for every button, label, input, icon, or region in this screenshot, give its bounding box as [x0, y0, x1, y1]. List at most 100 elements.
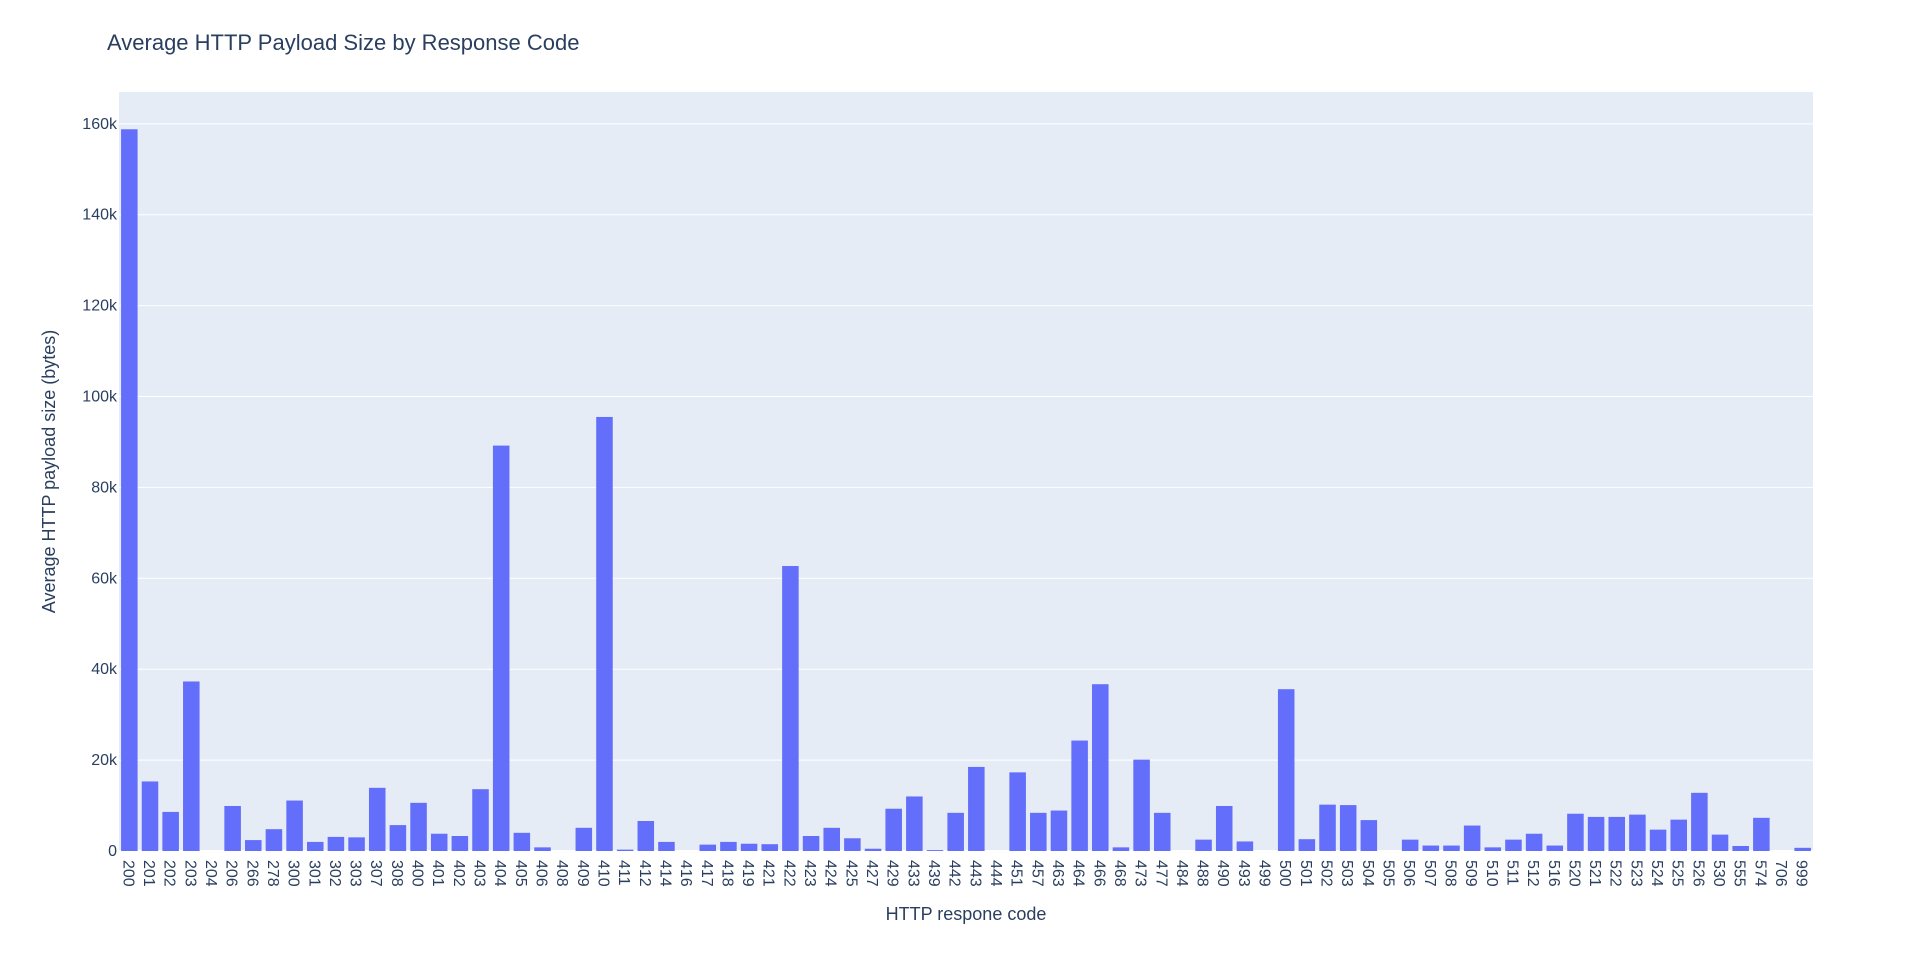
bar-421[interactable]	[761, 844, 779, 851]
bar-200[interactable]	[121, 129, 138, 852]
bar-524[interactable]	[1649, 829, 1667, 851]
bar-307[interactable]	[368, 787, 386, 851]
bar-493[interactable]	[1236, 841, 1254, 851]
bar-510[interactable]	[1484, 847, 1502, 851]
x-tick-label: 201	[140, 860, 157, 887]
bar-464[interactable]	[1071, 740, 1088, 851]
bar-429[interactable]	[885, 808, 902, 851]
x-tick-label: 477	[1152, 860, 1169, 887]
bar-473[interactable]	[1133, 759, 1150, 851]
bar-463[interactable]	[1050, 810, 1068, 851]
x-tick-label: 502	[1318, 860, 1335, 887]
bar-427[interactable]	[864, 848, 882, 851]
x-tick-label: 300	[285, 860, 302, 887]
bar-433[interactable]	[906, 796, 923, 851]
x-tick-label: 524	[1648, 860, 1665, 887]
bar-266[interactable]	[245, 840, 262, 851]
bar-425[interactable]	[844, 838, 861, 851]
bar-511[interactable]	[1505, 839, 1522, 851]
bar-422[interactable]	[782, 566, 799, 851]
bar-574[interactable]	[1753, 817, 1770, 851]
bar-490[interactable]	[1215, 806, 1233, 851]
bar-405[interactable]	[513, 832, 531, 851]
x-axis-label: HTTP respone code	[886, 904, 1047, 924]
bar-439[interactable]	[926, 850, 944, 851]
bar-999[interactable]	[1794, 847, 1811, 851]
x-tick-label: 526	[1689, 860, 1706, 887]
bar-466[interactable]	[1092, 684, 1109, 851]
x-tick-label: 204	[202, 860, 219, 887]
bar-488[interactable]	[1195, 839, 1212, 851]
x-tick-label: 484	[1173, 860, 1190, 887]
chart-title: Average HTTP Payload Size by Response Co…	[107, 30, 580, 55]
bar-302[interactable]	[327, 836, 345, 851]
bar-412[interactable]	[637, 821, 655, 851]
bar-504[interactable]	[1360, 820, 1378, 851]
x-tick-label: 414	[656, 860, 673, 887]
bar-418[interactable]	[720, 841, 737, 851]
x-tick-label: 506	[1400, 860, 1417, 887]
bar-525[interactable]	[1670, 819, 1687, 851]
bar-401[interactable]	[430, 833, 448, 851]
x-tick-label: 457	[1028, 860, 1045, 887]
bar-443[interactable]	[968, 766, 985, 851]
x-tick-label: 405	[512, 860, 529, 887]
x-tick-label: 419	[739, 860, 756, 887]
bar-411[interactable]	[616, 849, 634, 851]
x-tick-label: 444	[987, 860, 1004, 887]
bar-555[interactable]	[1732, 846, 1749, 851]
bar-417[interactable]	[699, 844, 717, 851]
bar-419[interactable]	[740, 843, 758, 851]
bar-300[interactable]	[286, 800, 303, 851]
y-tick-label: 60k	[91, 570, 118, 587]
bar-523[interactable]	[1629, 814, 1646, 851]
bar-506[interactable]	[1401, 839, 1419, 851]
bar-301[interactable]	[306, 841, 324, 851]
x-tick-label: 522	[1607, 860, 1624, 887]
bar-308[interactable]	[389, 825, 407, 851]
x-tick-label: 523	[1627, 860, 1644, 887]
y-tick-label: 160k	[82, 116, 118, 133]
bar-522[interactable]	[1608, 816, 1626, 851]
bar-457[interactable]	[1030, 812, 1047, 851]
bar-409[interactable]	[575, 827, 593, 851]
bar-501[interactable]	[1298, 839, 1316, 851]
bar-526[interactable]	[1691, 792, 1708, 851]
bar-516[interactable]	[1546, 845, 1564, 851]
bar-509[interactable]	[1463, 825, 1481, 851]
bar-400[interactable]	[410, 802, 427, 851]
x-tick-label: 302	[326, 860, 343, 887]
bar-410[interactable]	[596, 416, 613, 851]
bar-404[interactable]	[492, 445, 510, 851]
x-tick-label: 425	[842, 860, 859, 887]
bar-278[interactable]	[265, 829, 283, 851]
bar-206[interactable]	[224, 806, 241, 851]
bar-424[interactable]	[823, 827, 840, 851]
x-tick-label: 404	[491, 860, 508, 887]
bar-521[interactable]	[1587, 816, 1605, 851]
bar-402[interactable]	[451, 836, 469, 851]
bar-406[interactable]	[534, 847, 551, 851]
bar-530[interactable]	[1711, 834, 1729, 851]
bar-423[interactable]	[802, 836, 820, 851]
bar-451[interactable]	[1009, 772, 1026, 851]
bar-502[interactable]	[1319, 804, 1336, 851]
bar-500[interactable]	[1277, 689, 1295, 851]
bar-477[interactable]	[1153, 812, 1171, 851]
bar-203[interactable]	[183, 681, 200, 851]
bar-414[interactable]	[658, 841, 675, 851]
bar-403[interactable]	[472, 789, 489, 851]
x-tick-label: 520	[1565, 860, 1582, 887]
bar-202[interactable]	[162, 811, 179, 851]
bar-503[interactable]	[1339, 805, 1357, 851]
bar-468[interactable]	[1112, 847, 1130, 851]
bar-201[interactable]	[141, 781, 159, 851]
bar-512[interactable]	[1525, 833, 1543, 851]
y-tick-label: 20k	[91, 752, 118, 769]
x-tick-label: 401	[429, 860, 446, 887]
bar-303[interactable]	[348, 837, 365, 851]
bar-508[interactable]	[1443, 845, 1460, 851]
bar-520[interactable]	[1567, 813, 1584, 851]
bar-442[interactable]	[947, 812, 964, 851]
bar-507[interactable]	[1422, 845, 1440, 851]
